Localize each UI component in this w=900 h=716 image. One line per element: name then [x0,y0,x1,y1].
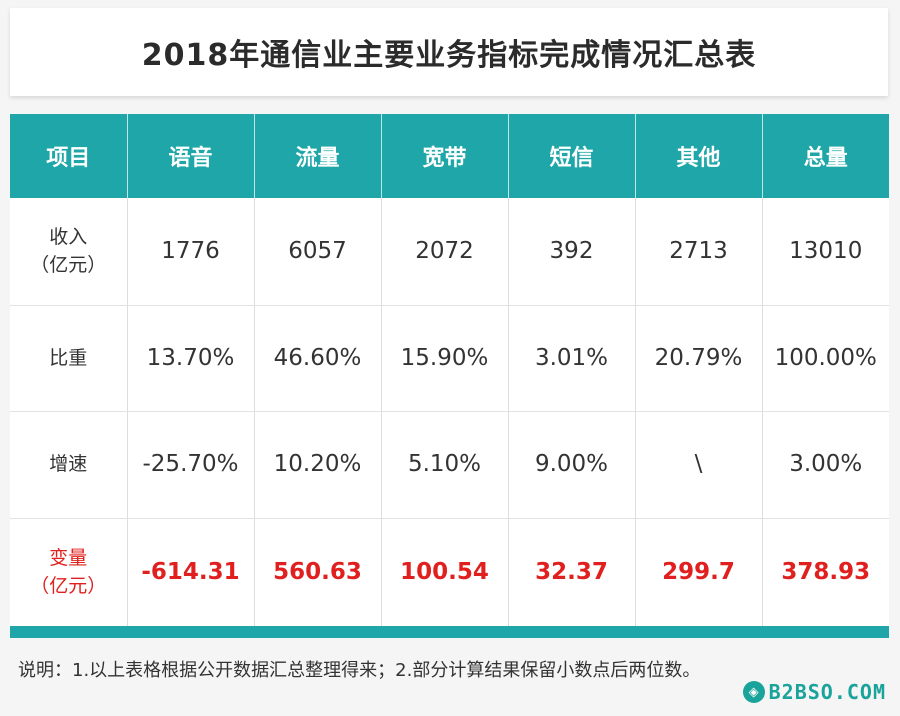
header-sms: 短信 [508,114,636,198]
table-row-income: 收入 （亿元） 1776 6057 2072 392 2713 13010 [10,198,889,306]
row-label-line2: （亿元） [30,575,107,597]
cell-change-other: 299.7 [635,518,763,628]
row-label-share: 比重 [10,305,128,412]
page-title: 2018年通信业主要业务指标完成情况汇总表 [141,38,757,73]
cell-share-total: 100.00% [762,305,889,412]
table-header-row: 项目 语音 流量 宽带 短信 其他 总量 [10,114,889,198]
cell-share-voice: 13.70% [127,305,255,412]
cell-income-broadband: 2072 [381,198,509,306]
row-label-line1: 增速 [49,453,88,476]
table-bottom-bar [10,626,889,638]
row-label-line1: 比重 [49,346,88,369]
cell-growth-voice: -25.70% [127,411,255,519]
cell-income-voice: 1776 [127,198,255,306]
cell-income-sms: 392 [508,198,636,306]
summary-table: 项目 语音 流量 宽带 短信 其他 总量 收入 （亿元） 1776 6057 2… [10,114,889,628]
header-total: 总量 [762,114,889,198]
header-broadband: 宽带 [381,114,509,198]
row-label-growth: 增速 [10,411,128,519]
cell-income-other: 2713 [635,198,763,306]
row-label-line1: 变量 [49,547,88,570]
cell-change-voice: -614.31 [127,518,255,628]
row-label-change: 变量 （亿元） [10,518,128,628]
cell-change-total: 378.93 [762,518,889,628]
title-bar: 2018年通信业主要业务指标完成情况汇总表 [10,8,888,96]
cell-change-sms: 32.37 [508,518,636,628]
table-row-growth: 增速 -25.70% 10.20% 5.10% 9.00% \ 3.00% [10,411,889,519]
table-row-change: 变量 （亿元） -614.31 560.63 100.54 32.37 299.… [10,518,889,628]
table-row-share: 比重 13.70% 46.60% 15.90% 3.01% 20.79% 100… [10,305,889,412]
header-other: 其他 [635,114,763,198]
cell-change-traffic: 560.63 [254,518,382,628]
cell-share-other: 20.79% [635,305,763,412]
row-label-line1: 收入 [49,225,88,248]
site-logo-text: B2BSO.COM [768,680,886,704]
row-label-income: 收入 （亿元） [10,198,128,306]
cell-growth-other: \ [635,411,763,519]
header-traffic: 流量 [254,114,382,198]
summary-table-container: 项目 语音 流量 宽带 短信 其他 总量 收入 （亿元） 1776 6057 2… [10,114,889,638]
cell-change-broadband: 100.54 [381,518,509,628]
cell-growth-total: 3.00% [762,411,889,519]
site-logo: ◈ B2BSO.COM [742,680,886,704]
site-logo-mark-icon: ◈ [742,681,765,703]
row-label-line2: （亿元） [30,253,107,276]
cell-growth-broadband: 5.10% [381,411,509,519]
header-item: 项目 [10,114,128,198]
cell-share-traffic: 46.60% [254,305,382,412]
cell-growth-sms: 9.00% [508,411,636,519]
footnote: 说明：1.以上表格根据公开数据汇总整理得来；2.部分计算结果保留小数点后两位数。 [18,660,701,681]
cell-income-total: 13010 [762,198,889,306]
cell-share-sms: 3.01% [508,305,636,412]
cell-share-broadband: 15.90% [381,305,509,412]
cell-income-traffic: 6057 [254,198,382,306]
cell-growth-traffic: 10.20% [254,411,382,519]
header-voice: 语音 [127,114,255,198]
